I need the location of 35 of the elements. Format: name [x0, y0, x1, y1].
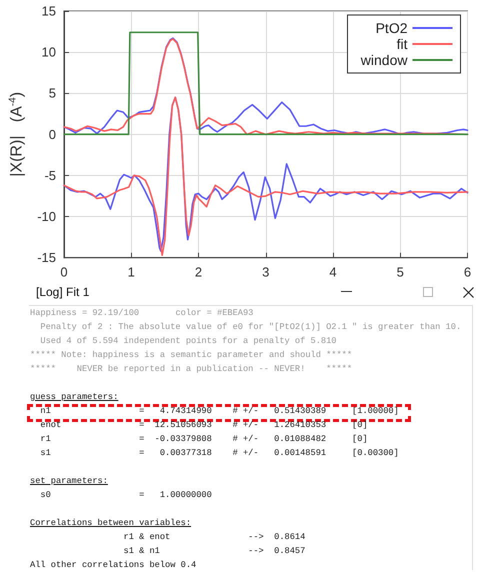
y-tick-label: -15 [37, 250, 56, 266]
text: s1 & n1 --> 0.8457 [124, 546, 306, 556]
x-tick-label: 0 [60, 264, 68, 280]
text: ***** Note: happiness is a semantic parameter and should ***** [30, 350, 352, 360]
x-tick-label: 3 [262, 264, 270, 280]
text: guess parameters: [30, 392, 118, 402]
x-tick-label: 1 [128, 264, 135, 280]
text: s0 = 1.00000000 [40, 490, 212, 500]
legend-label: PtO2 [376, 20, 408, 36]
y-tick-label: 10 [42, 44, 56, 60]
legend-label: fit [396, 36, 408, 52]
text: Penalty of 2 : The absolute value of e0 for "[PtO2(1)] O2.1 " is greater than 10. [40, 322, 462, 332]
x-tick-label: 4 [329, 264, 337, 280]
text: r1 = -0.03379808 # +/- 0.01088482 [0] [40, 434, 368, 444]
y-tick-label: 5 [48, 86, 56, 101]
y-tick-label: 15 [42, 4, 56, 18]
x-tick-label: 5 [396, 264, 404, 280]
text: Used 4 of 5.594 independent points for a penalty of 5.810 [40, 336, 336, 346]
legend-label: window [360, 52, 408, 68]
y-tick-label: 0 [48, 126, 56, 142]
x-tick-label: 2 [194, 264, 202, 280]
text: set parameters: [30, 476, 108, 486]
text: n1 = 4.74314990 # +/- 0.51430389 [1.00000] [40, 406, 399, 416]
text: s1 = 0.00377318 # +/- 0.00148591 [0.00300] [40, 448, 399, 458]
text: Happiness = 92.19/100 color = #EBEA93 [30, 308, 254, 318]
text: enot = 12.51056093 # +/- 1.26410353 [0] [40, 420, 368, 430]
y-tick-label: -10 [37, 209, 56, 224]
x-tick-label: 6 [464, 264, 472, 280]
text: r1 & enot --> 0.8614 [124, 532, 306, 542]
text: All other correlations below 0.4 [30, 560, 196, 570]
y-axis-title: |X(R)| (A-4) [8, 92, 26, 177]
text: [Log] Fit 1 [36, 285, 90, 300]
text: Correlations between variables: [30, 518, 192, 528]
text: ***** NEVER be reported in a publication -- NEVER! ***** [30, 364, 352, 374]
y-tick-label: -5 [44, 168, 56, 183]
